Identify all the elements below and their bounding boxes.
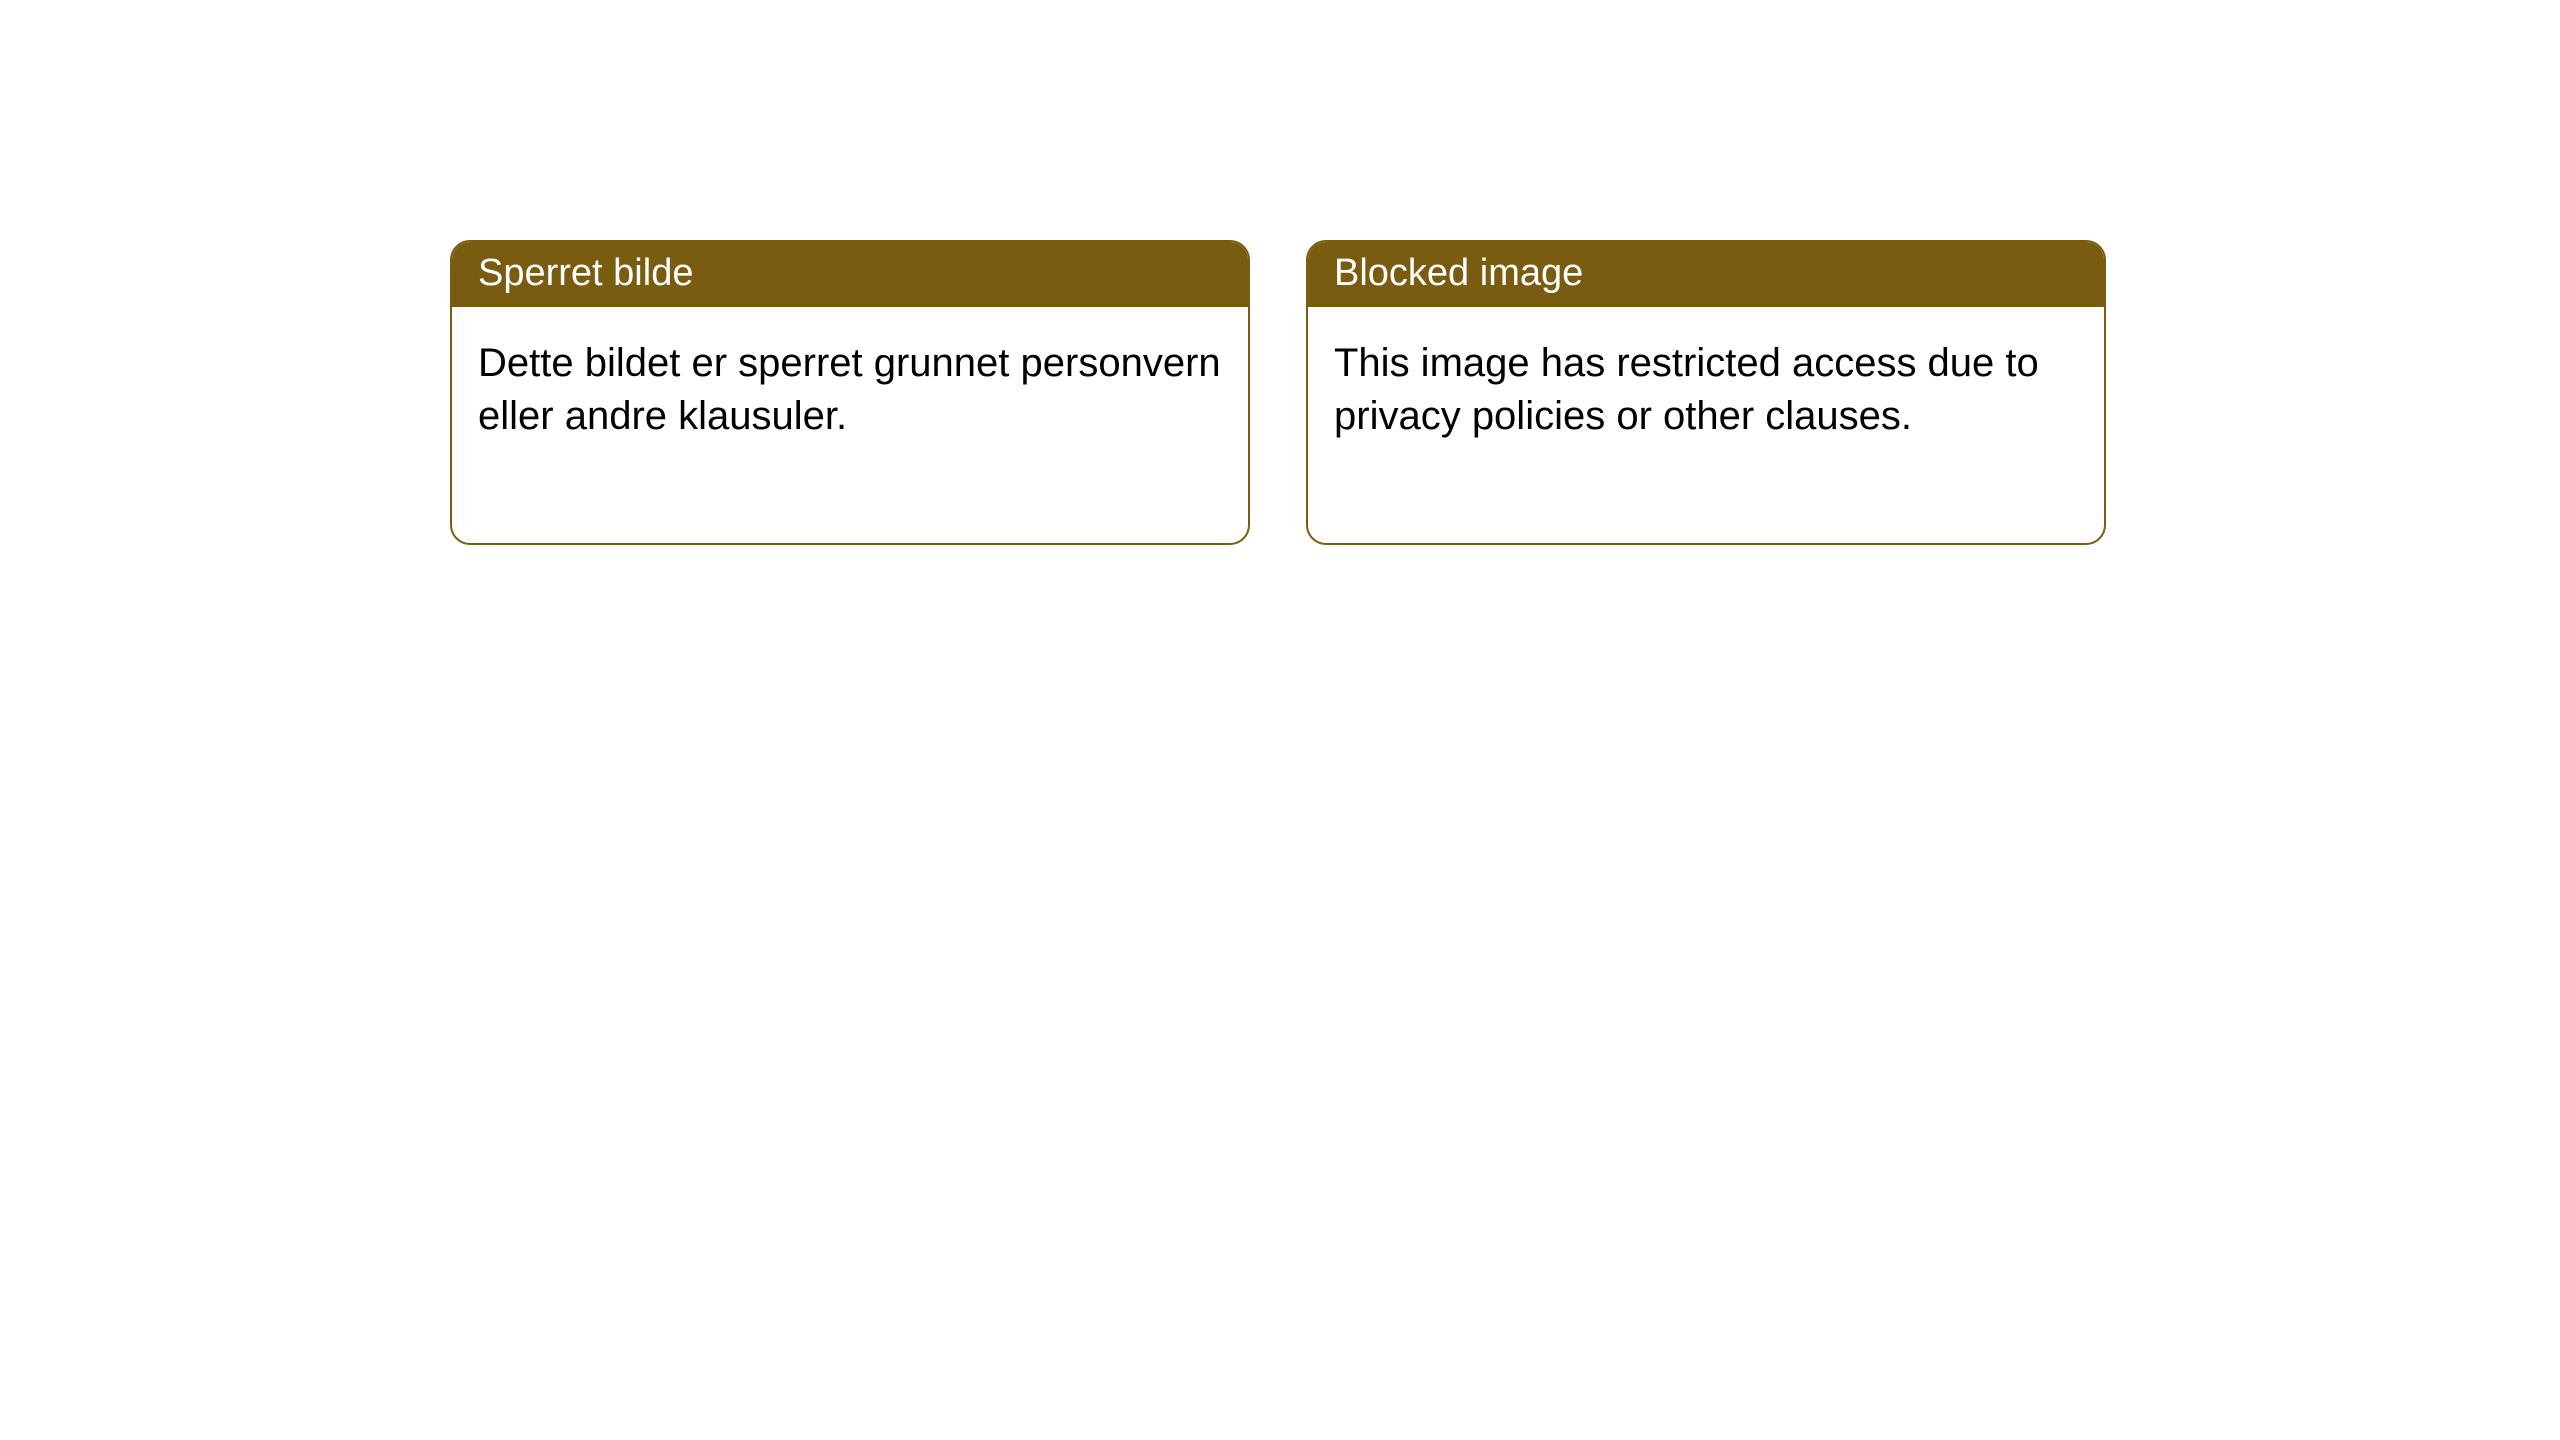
- notice-body: Dette bildet er sperret grunnet personve…: [452, 307, 1248, 543]
- notice-card-norwegian: Sperret bilde Dette bildet er sperret gr…: [450, 240, 1250, 545]
- notice-title: Blocked image: [1308, 242, 2104, 307]
- notice-body: This image has restricted access due to …: [1308, 307, 2104, 543]
- notice-card-english: Blocked image This image has restricted …: [1306, 240, 2106, 545]
- notice-title: Sperret bilde: [452, 242, 1248, 307]
- notice-container: Sperret bilde Dette bildet er sperret gr…: [450, 240, 2106, 545]
